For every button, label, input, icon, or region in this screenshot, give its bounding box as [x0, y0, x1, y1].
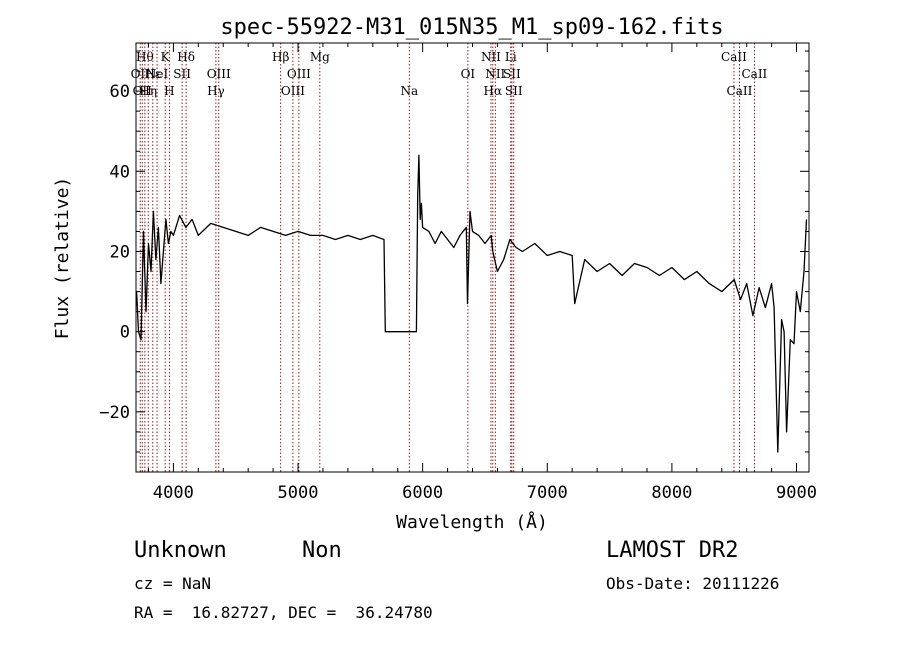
- line-label-11: OIII: [207, 67, 231, 81]
- object-subclass: Non: [302, 538, 342, 563]
- line-label-26: CaII: [741, 67, 767, 81]
- x-tick-label-2: 6000: [402, 483, 443, 503]
- line-label-21: Li: [505, 50, 517, 64]
- y-axis-label: Flux (relative): [52, 177, 73, 340]
- survey-name: LAMOST DR2: [606, 538, 739, 563]
- spectrum-series: [135, 154, 808, 453]
- line-label-17: OI: [461, 67, 476, 81]
- line-label-6: K: [161, 50, 171, 64]
- line-label-16: Na: [400, 84, 418, 98]
- line-label-7: H: [164, 84, 174, 98]
- line-label-25: CaII: [727, 84, 753, 98]
- line-label-13: OIII: [281, 84, 305, 98]
- line-label-10: Hγ: [207, 84, 225, 98]
- axis-ticks: 4000 5000 6000 7000 8000 9000 −20 0 20 40 60: [99, 43, 817, 503]
- y-tick-label-0: −20: [99, 403, 130, 423]
- line-label-20: NII: [485, 67, 505, 81]
- x-tick-label-3: 7000: [527, 483, 568, 503]
- y-tick-label-4: 60: [110, 82, 130, 102]
- line-label-24: CaII: [721, 50, 747, 64]
- line-label-22: SII: [503, 67, 521, 81]
- y-tick-label-3: 40: [110, 162, 130, 182]
- line-label-9: Hδ: [177, 50, 195, 64]
- redshift-cz: cz = NaN: [134, 574, 212, 593]
- line-label-12: Hβ: [272, 50, 289, 64]
- chart-title: spec-55922-M31_015N35_M1_sp09-162.fits: [220, 15, 723, 40]
- obs-date: Obs-Date: 20111226: [606, 574, 780, 593]
- ra-dec: RA = 16.82727, DEC = 36.24780: [134, 603, 433, 622]
- line-label-15: Mg: [310, 50, 330, 64]
- line-label-0: OII: [131, 67, 151, 81]
- line-label-4: Hε: [144, 67, 161, 81]
- line-label-14: OIII: [287, 67, 311, 81]
- line-label-18: NII: [481, 50, 501, 64]
- y-tick-label-1: 0: [120, 323, 130, 343]
- line-label-2: Hθ: [136, 50, 154, 64]
- x-tick-label-4: 8000: [651, 483, 692, 503]
- x-axis-label: Wavelength (Å): [396, 511, 548, 533]
- line-label-5: NeI: [146, 67, 169, 81]
- x-tick-label-1: 5000: [278, 483, 319, 503]
- line-label-19: Hα: [484, 84, 503, 98]
- line-label-23: SII: [505, 84, 523, 98]
- plot-frame: [135, 42, 810, 473]
- spectral-line-markers: OIIOIIHθHηHεNeIKHSIIHδHγOIIIHβOIIIOIIIMg…: [131, 43, 768, 472]
- line-label-8: SII: [173, 67, 191, 81]
- x-tick-label-0: 4000: [153, 483, 194, 503]
- object-class: Unknown: [134, 538, 227, 563]
- x-tick-label-5: 9000: [776, 483, 817, 503]
- y-tick-label-2: 20: [110, 242, 130, 262]
- line-label-3: Hη: [139, 84, 157, 98]
